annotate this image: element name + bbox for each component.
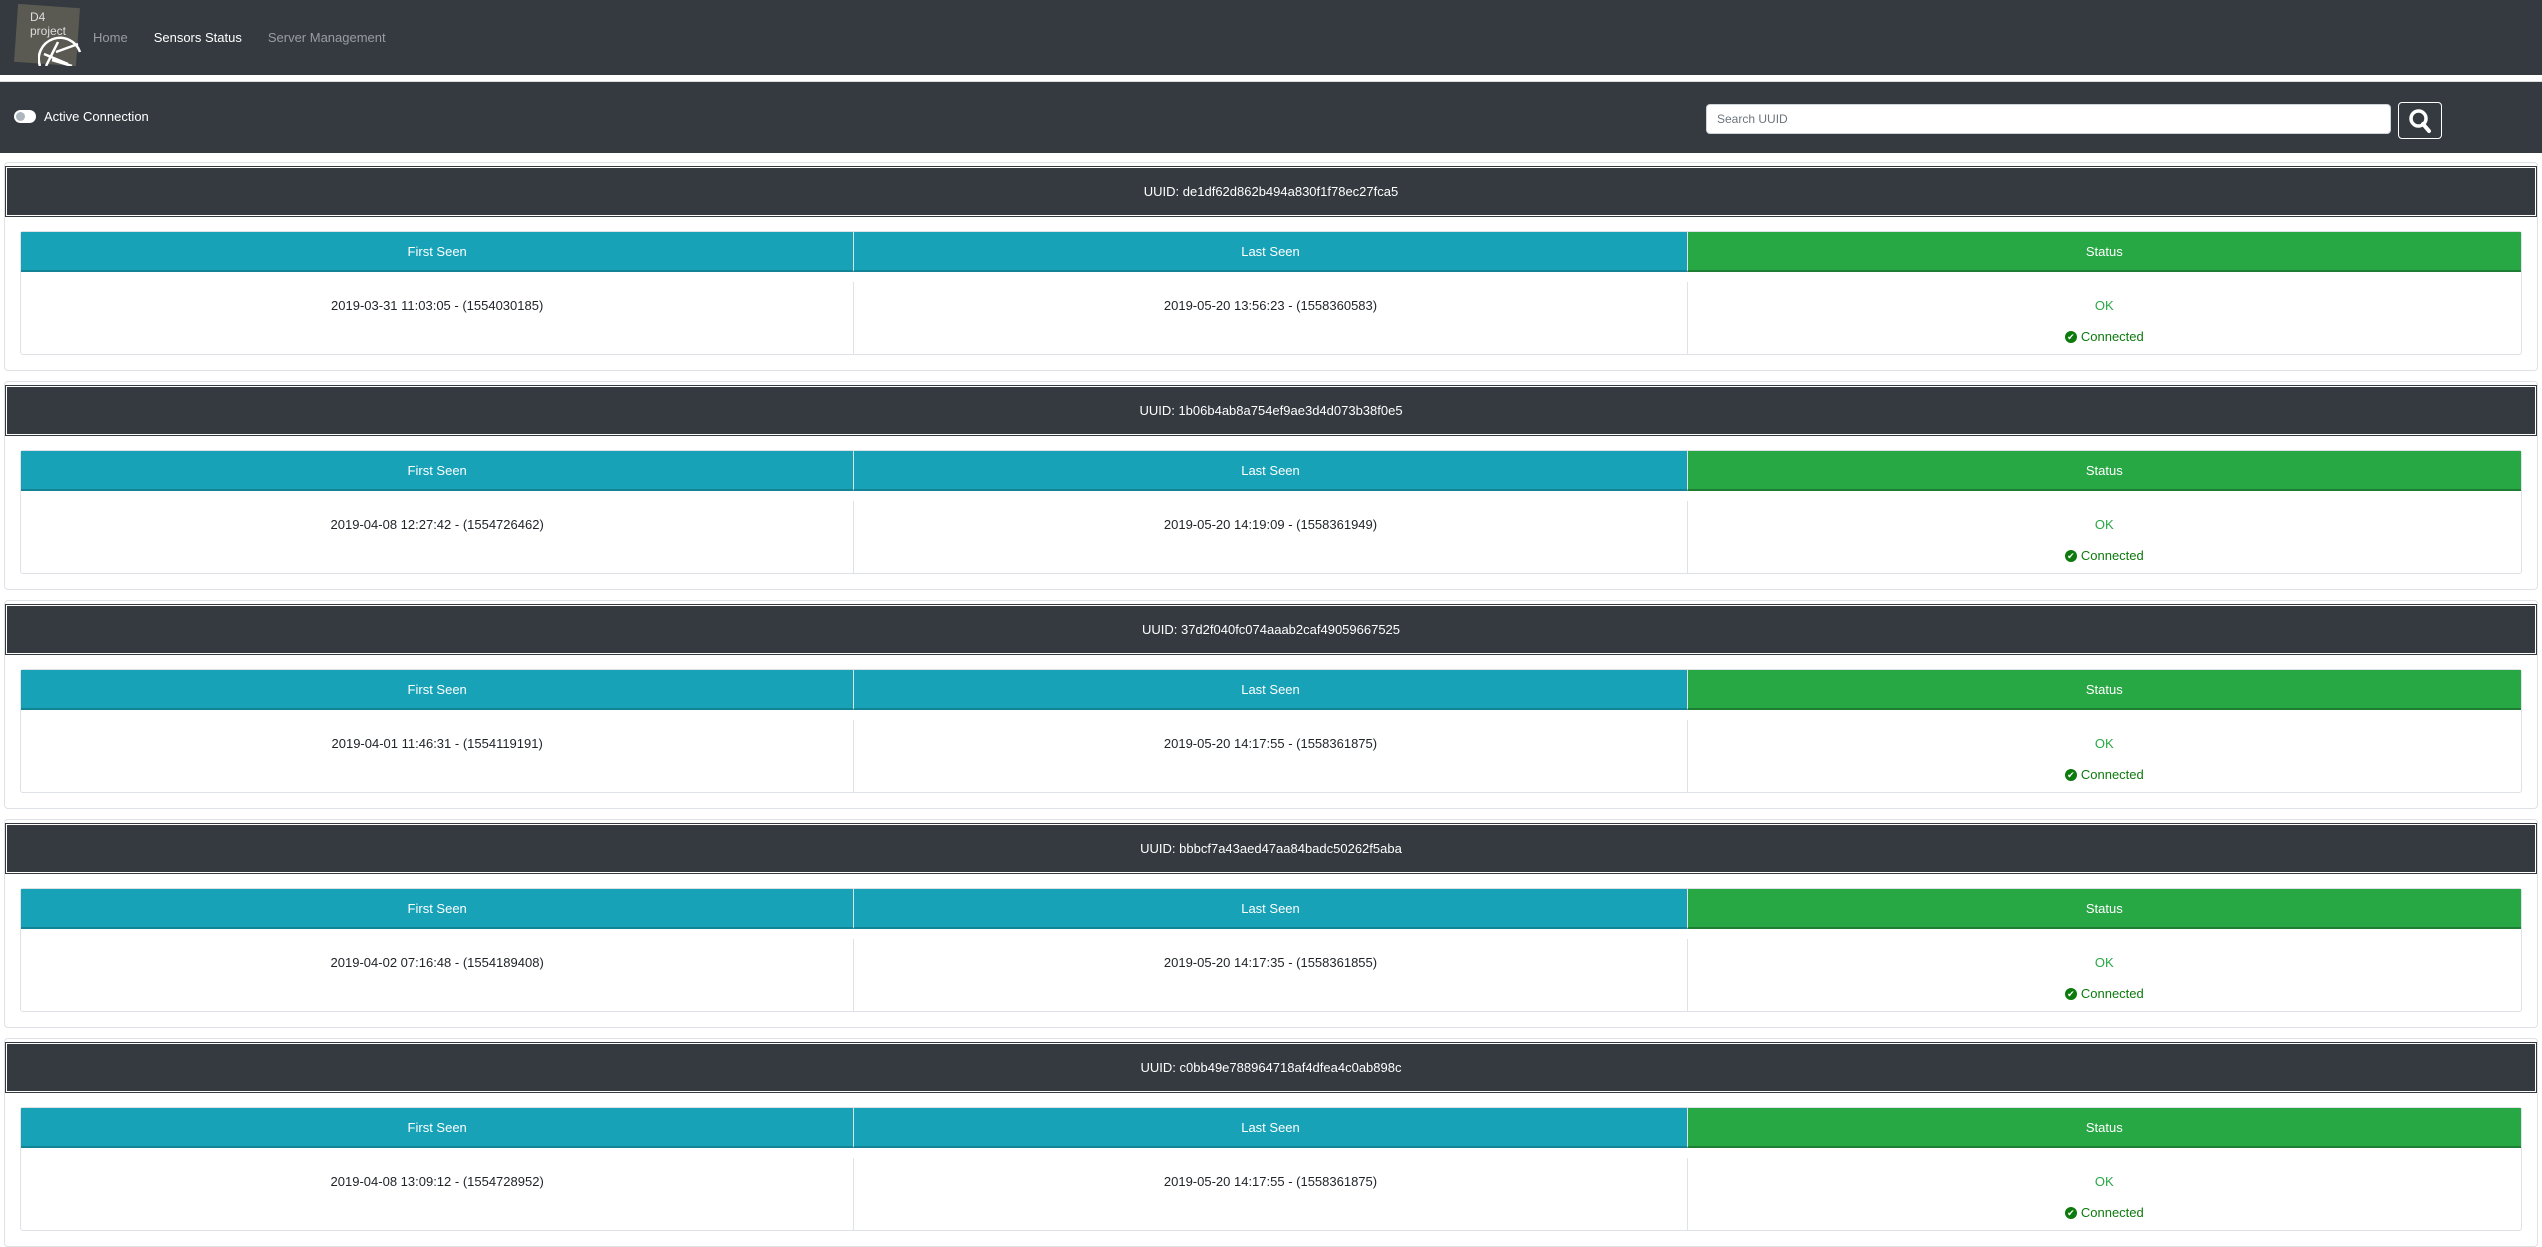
connection-status: ✔ Connected xyxy=(1688,767,2521,782)
sensor-card: UUID: de1df62d862b494a830f1f78ec27fca5 F… xyxy=(4,162,2538,371)
uuid-text: UUID: 1b06b4ab8a754ef9ae3d4d073b38f0e5 xyxy=(1139,403,1403,418)
sensor-uuid[interactable]: UUID: c0bb49e788964718af4dfea4c0ab898c xyxy=(7,1044,2535,1091)
status-cell: OK ✔ Connected xyxy=(1688,720,2521,792)
uuid-text: UUID: bbbcf7a43aed47aa84badc50262f5aba xyxy=(1140,841,1402,856)
sensor-uuid[interactable]: UUID: bbbcf7a43aed47aa84badc50262f5aba xyxy=(7,825,2535,872)
sensor-card: UUID: 1b06b4ab8a754ef9ae3d4d073b38f0e5 F… xyxy=(4,381,2538,590)
first-seen-value: 2019-03-31 11:03:05 - (1554030185) xyxy=(21,282,855,354)
first-seen-value: 2019-04-08 13:09:12 - (1554728952) xyxy=(21,1158,855,1230)
first-seen-value: 2019-04-02 07:16:48 - (1554189408) xyxy=(21,939,855,1011)
sensor-table: First Seen Last Seen Status 2019-03-31 1… xyxy=(20,231,2522,355)
search-uuid-input[interactable] xyxy=(1706,104,2391,134)
toggle-switch[interactable] xyxy=(14,110,36,123)
sensor-card: UUID: c0bb49e788964718af4dfea4c0ab898c F… xyxy=(4,1038,2538,1247)
last-seen-value: 2019-05-20 14:17:55 - (1558361875) xyxy=(854,1158,1688,1230)
status-text: OK xyxy=(2094,955,2114,970)
nav-server-management[interactable]: Server Management xyxy=(267,30,386,45)
status-cell: OK ✔ Connected xyxy=(1688,282,2521,354)
sensor-table: First Seen Last Seen Status 2019-04-01 1… xyxy=(20,669,2522,793)
search-icon xyxy=(2409,108,2431,133)
last-seen-value: 2019-05-20 14:19:09 - (1558361949) xyxy=(854,501,1688,573)
sensor-table: First Seen Last Seen Status 2019-04-08 1… xyxy=(20,450,2522,574)
divider xyxy=(0,75,2542,82)
last-seen-value: 2019-05-20 14:17:35 - (1558361855) xyxy=(854,939,1688,1011)
check-circle-icon: ✔ xyxy=(2064,549,2077,562)
nav-home[interactable]: Home xyxy=(93,30,128,45)
header-status: Status xyxy=(1687,451,2521,491)
globe-network-icon xyxy=(38,36,82,66)
header-first-seen: First Seen xyxy=(21,1108,855,1148)
first-seen-value: 2019-04-08 12:27:42 - (1554726462) xyxy=(21,501,855,573)
connection-status: ✔ Connected xyxy=(1688,1205,2521,1220)
status-cell: OK ✔ Connected xyxy=(1688,501,2521,573)
header-status: Status xyxy=(1687,889,2521,929)
logo-text: D4 project xyxy=(30,10,67,38)
search-button[interactable] xyxy=(2398,102,2442,139)
connection-text: Connected xyxy=(2080,767,2144,782)
sensor-table: First Seen Last Seen Status 2019-04-08 1… xyxy=(20,1107,2522,1231)
connection-text: Connected xyxy=(2080,548,2144,563)
connection-status: ✔ Connected xyxy=(1688,986,2521,1001)
check-circle-icon: ✔ xyxy=(2064,987,2077,1000)
toolbar: Active Connection xyxy=(0,82,2542,153)
connection-text: Connected xyxy=(2080,986,2144,1001)
sensor-uuid[interactable]: UUID: de1df62d862b494a830f1f78ec27fca5 xyxy=(7,168,2535,215)
check-circle-icon: ✔ xyxy=(2064,768,2077,781)
header-first-seen: First Seen xyxy=(21,451,855,491)
header-status: Status xyxy=(1687,1108,2521,1148)
status-text: OK xyxy=(2094,517,2114,532)
header-last-seen: Last Seen xyxy=(854,889,1688,929)
sensor-uuid[interactable]: UUID: 1b06b4ab8a754ef9ae3d4d073b38f0e5 xyxy=(7,387,2535,434)
connection-status: ✔ Connected xyxy=(1688,548,2521,563)
active-connection-toggle[interactable]: Active Connection xyxy=(14,109,149,124)
status-cell: OK ✔ Connected xyxy=(1688,1158,2521,1230)
header-first-seen: First Seen xyxy=(21,232,855,272)
header-last-seen: Last Seen xyxy=(854,1108,1688,1148)
sensor-table: First Seen Last Seen Status 2019-04-02 0… xyxy=(20,888,2522,1012)
connection-text: Connected xyxy=(2080,1205,2144,1220)
connection-status: ✔ Connected xyxy=(1688,329,2521,344)
sensor-uuid[interactable]: UUID: 37d2f040fc074aaab2caf49059667525 xyxy=(7,606,2535,653)
connection-text: Connected xyxy=(2080,329,2144,344)
status-text: OK xyxy=(2094,1174,2114,1189)
uuid-text: UUID: de1df62d862b494a830f1f78ec27fca5 xyxy=(1143,184,1399,199)
status-text: OK xyxy=(2094,736,2114,751)
status-text: OK xyxy=(2094,298,2114,313)
header-last-seen: Last Seen xyxy=(854,232,1688,272)
toggle-label: Active Connection xyxy=(44,109,149,124)
uuid-text: UUID: c0bb49e788964718af4dfea4c0ab898c xyxy=(1140,1060,1402,1075)
header-status: Status xyxy=(1687,670,2521,710)
header-first-seen: First Seen xyxy=(21,889,855,929)
first-seen-value: 2019-04-01 11:46:31 - (1554119191) xyxy=(21,720,855,792)
nav-sensors-status[interactable]: Sensors Status xyxy=(153,30,242,45)
status-cell: OK ✔ Connected xyxy=(1688,939,2521,1011)
check-circle-icon: ✔ xyxy=(2064,1206,2077,1219)
header-first-seen: First Seen xyxy=(21,670,855,710)
header-status: Status xyxy=(1687,232,2521,272)
header-last-seen: Last Seen xyxy=(854,670,1688,710)
last-seen-value: 2019-05-20 14:17:55 - (1558361875) xyxy=(854,720,1688,792)
check-circle-icon: ✔ xyxy=(2064,330,2077,343)
header-last-seen: Last Seen xyxy=(854,451,1688,491)
sensor-card: UUID: 37d2f040fc074aaab2caf49059667525 F… xyxy=(4,600,2538,809)
sensor-list: UUID: de1df62d862b494a830f1f78ec27fca5 F… xyxy=(0,153,2542,1247)
sensor-card: UUID: bbbcf7a43aed47aa84badc50262f5aba F… xyxy=(4,819,2538,1028)
d4-project-logo[interactable]: D4 project xyxy=(10,3,82,67)
uuid-text: UUID: 37d2f040fc074aaab2caf49059667525 xyxy=(1141,622,1401,637)
top-navbar: D4 project Home Sensors Status Server Ma… xyxy=(0,0,2542,75)
last-seen-value: 2019-05-20 13:56:23 - (1558360583) xyxy=(854,282,1688,354)
